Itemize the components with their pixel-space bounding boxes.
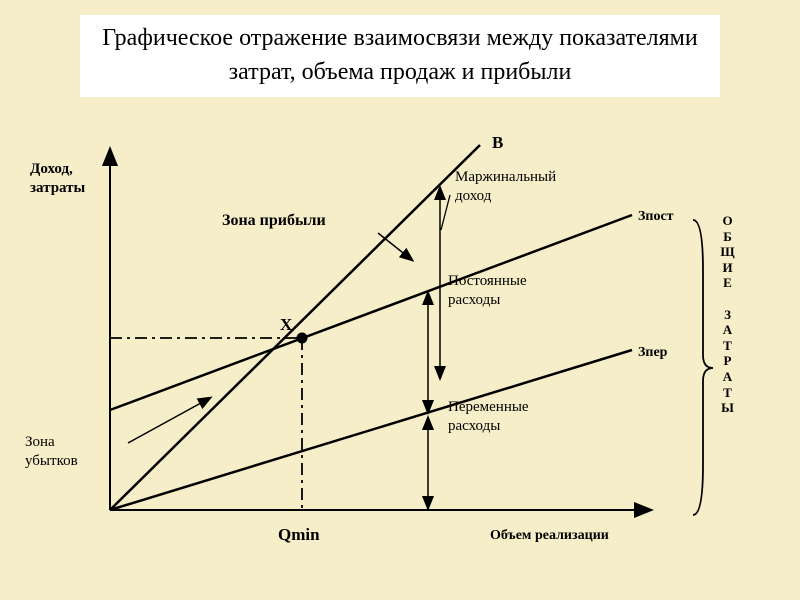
cvp-chart: Доход,затраты Объем реализации В Зпост З…: [0, 120, 800, 600]
label-qmin: Qmin: [278, 525, 320, 545]
y-axis-label: Доход,затраты: [30, 160, 85, 198]
label-profit-zone: Зона прибыли: [222, 212, 326, 230]
label-b: В: [492, 133, 503, 153]
total-costs-brace: [693, 220, 713, 515]
chart-title: Графическое отражение взаимосвязи между …: [80, 15, 720, 97]
label-loss-zone: Зонаубытков: [25, 433, 78, 471]
label-fixed-costs: Постоянныерасходы: [448, 272, 527, 310]
marginal-income-pointer: [441, 195, 450, 230]
chart-svg: [0, 120, 800, 600]
label-total-costs-vertical: ОБЩИЕ . ЗАТРАТЫ: [720, 213, 736, 416]
label-zpost: Зпост: [638, 209, 674, 225]
break-even-point: [297, 333, 308, 344]
x-axis-label: Объем реализации: [490, 528, 609, 544]
loss-zone-arrow: [128, 398, 210, 443]
label-zper: Зпер: [638, 345, 667, 361]
label-variable-costs: Переменныерасходы: [448, 398, 529, 436]
profit-zone-arrow: [378, 233, 412, 260]
variable-cost-line: [110, 350, 632, 510]
label-x: X: [280, 315, 292, 335]
total-cost-line: [110, 215, 632, 410]
revenue-line: [110, 145, 480, 510]
label-marginal-income: Маржинальныйдоход: [455, 168, 556, 206]
